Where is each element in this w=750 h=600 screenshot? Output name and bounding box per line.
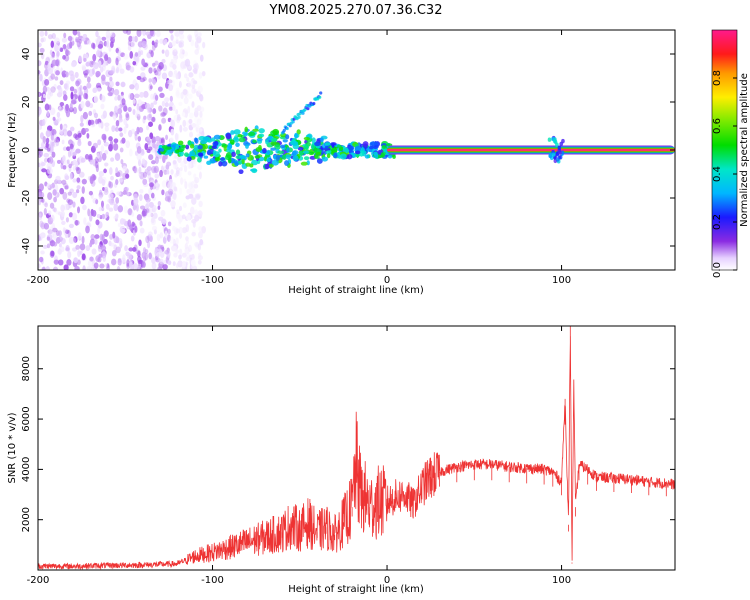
- x-tick-label: -100: [201, 275, 224, 286]
- x-tick-label: -100: [201, 575, 224, 586]
- y-tick-label: 0: [21, 147, 32, 153]
- y-tick-label: 4000: [21, 457, 32, 482]
- y-tick-label: 8000: [21, 356, 32, 381]
- strong-band: [387, 145, 675, 155]
- spectrogram-xlabel: Height of straight line (km): [288, 285, 424, 296]
- snr-xlabel: Height of straight line (km): [288, 584, 424, 595]
- signal-band: [156, 125, 399, 175]
- snr-ticks: -200 -100 0 100 2000 4000 6000 8000: [21, 326, 675, 586]
- x-tick-label: 0: [384, 575, 390, 586]
- colorbar-tick-label: 0.4: [712, 166, 723, 182]
- snr-panel: -200 -100 0 100 2000 4000 6000 8000 Height of s…: [7, 325, 676, 595]
- y-tick-label: -40: [21, 238, 32, 254]
- colorbar-ticks: 0.0 0.2 0.4 0.6 0.8: [712, 70, 737, 278]
- y-tick-label: 40: [21, 48, 32, 61]
- colorbar-tick-label: 0.2: [712, 214, 723, 230]
- y-tick-label: 20: [21, 96, 32, 109]
- x-tick-label: 0: [384, 275, 390, 286]
- figure-title: YM08.2025.270.07.36.C32: [269, 3, 443, 18]
- x-tick-label: -200: [27, 275, 50, 286]
- colorbar: 0.0 0.2 0.4 0.6 0.8 Normalized spectral ampl…: [711, 29, 750, 278]
- colorbar-gradient: [711, 29, 738, 271]
- y-tick-label: -20: [21, 190, 32, 206]
- band-disturbance: [547, 135, 565, 164]
- y-tick-label: 6000: [21, 406, 32, 431]
- noise-speckle: [38, 30, 207, 270]
- spectrogram-image: [38, 30, 675, 270]
- snr-ylabel: SNR (10 * v/v): [7, 412, 18, 483]
- y-tick-label: 2000: [21, 507, 32, 532]
- x-tick-label: 100: [552, 575, 571, 586]
- upper-branch: [280, 91, 323, 135]
- x-tick-label: 100: [552, 275, 571, 286]
- colorbar-tick-label: 0.0: [712, 262, 723, 278]
- colorbar-label: Normalized spectral amplitude: [739, 73, 750, 227]
- spectrogram-ylabel: Frequency (Hz): [7, 112, 18, 188]
- snr-frame: [37, 325, 676, 571]
- snr-series-line: [38, 326, 675, 570]
- x-tick-label: -200: [27, 575, 50, 586]
- colorbar-tick-label: 0.6: [712, 118, 723, 134]
- colorbar-tick-label: 0.8: [712, 70, 723, 86]
